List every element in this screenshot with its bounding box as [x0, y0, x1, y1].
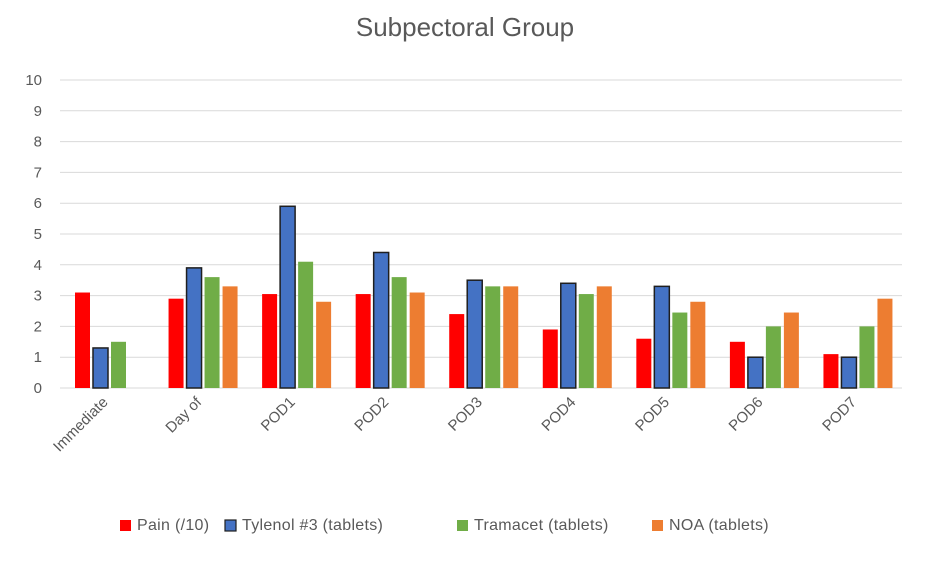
- bar-pod4-series-1: [542, 329, 558, 388]
- bar-pod6-series-4: [783, 312, 799, 388]
- bar-pod5-series-1: [636, 338, 652, 388]
- legend-swatch: [652, 520, 663, 531]
- legend-label: Tramacet (tablets): [474, 517, 609, 534]
- bar-pod4-series-4: [596, 286, 612, 388]
- legend-item: Tramacet (tablets): [457, 517, 609, 534]
- y-tick-label: 10: [25, 72, 42, 89]
- bar-pod5-series-4: [690, 301, 706, 388]
- bar-pod2-series-4: [409, 292, 425, 388]
- x-category-label: Day of: [162, 393, 205, 436]
- bar-pod5-series-2: [653, 285, 671, 389]
- x-axis-category-labels: Immediate Day of POD1 POD2 POD3 POD4 POD5 POD6 P…: [50, 393, 860, 455]
- legend: Pain (/10) Tylenol #3 (tablets) Tramacet (…: [120, 517, 769, 534]
- x-category-label: POD3: [445, 394, 486, 435]
- bar-immediate-series-3: [111, 341, 126, 388]
- chart-title: Subpectoral Group: [356, 12, 574, 42]
- legend-label: Tylenol #3 (tablets): [242, 517, 383, 534]
- bar-immediate-series-1: [75, 292, 90, 388]
- bar-pod3-series-1: [449, 314, 465, 388]
- bar-pod1-series-1: [262, 294, 278, 388]
- x-category-label: POD7: [819, 394, 860, 435]
- y-tick-label: 4: [34, 257, 42, 274]
- bars: [75, 205, 893, 389]
- legend-label: NOA (tablets): [669, 517, 769, 534]
- bar-pod5-series-3: [672, 312, 688, 388]
- bar-pod3-series-3: [485, 286, 501, 388]
- bar-pod7-series-1: [823, 354, 839, 388]
- bar-day-of-series-4: [222, 286, 238, 388]
- bar-pod6-series-1: [729, 341, 745, 388]
- x-category-label: POD5: [632, 394, 673, 435]
- x-category-label: POD6: [726, 394, 767, 435]
- legend-swatch: [224, 519, 237, 532]
- bar-pod2-series-1: [355, 294, 371, 388]
- bar-pod6-series-2: [747, 356, 764, 389]
- y-tick-label: 3: [34, 288, 42, 305]
- bar-day-of-series-1: [168, 298, 184, 388]
- bar-pod7-series-4: [877, 298, 893, 388]
- y-tick-label: 2: [34, 318, 42, 335]
- legend-swatch: [120, 520, 131, 531]
- legend-label: Pain (/10): [137, 517, 209, 534]
- bar-pod1-series-2: [279, 205, 296, 389]
- bar-pod1-series-4: [316, 301, 332, 388]
- y-tick-label: 6: [34, 195, 42, 212]
- bar-pod7-series-2: [840, 356, 858, 389]
- legend-swatch: [457, 520, 468, 531]
- y-tick-label: 5: [34, 226, 42, 243]
- bar-pod2-series-3: [391, 277, 407, 388]
- x-category-label: POD2: [351, 394, 392, 435]
- legend-item: NOA (tablets): [652, 517, 769, 534]
- bar-pod3-series-4: [503, 286, 519, 388]
- y-tick-label: 1: [34, 349, 42, 366]
- bar-day-of-series-2: [185, 267, 203, 389]
- x-category-label: Immediate: [50, 394, 112, 456]
- bar-pod2-series-2: [372, 251, 390, 389]
- legend-item: Pain (/10): [120, 517, 209, 534]
- bar-pod4-series-2: [560, 282, 577, 389]
- bar-immediate-series-2: [92, 347, 109, 389]
- bar-day-of-series-3: [204, 277, 220, 388]
- bar-pod6-series-3: [765, 326, 781, 388]
- y-axis-tick-labels: 0 1 2 3 4 5 6 7 8 9 10: [25, 72, 42, 397]
- y-tick-label: 0: [34, 380, 42, 397]
- x-category-label: POD4: [538, 394, 579, 435]
- legend-item: Tylenol #3 (tablets): [224, 517, 383, 534]
- bar-pod7-series-3: [859, 326, 875, 388]
- bar-pod1-series-3: [298, 261, 314, 388]
- bar-pod3-series-2: [466, 279, 483, 389]
- y-tick-label: 7: [34, 164, 42, 181]
- bar-pod4-series-3: [578, 294, 594, 388]
- y-tick-label: 9: [34, 103, 42, 120]
- x-category-label: POD1: [258, 394, 299, 435]
- y-tick-label: 8: [34, 134, 42, 151]
